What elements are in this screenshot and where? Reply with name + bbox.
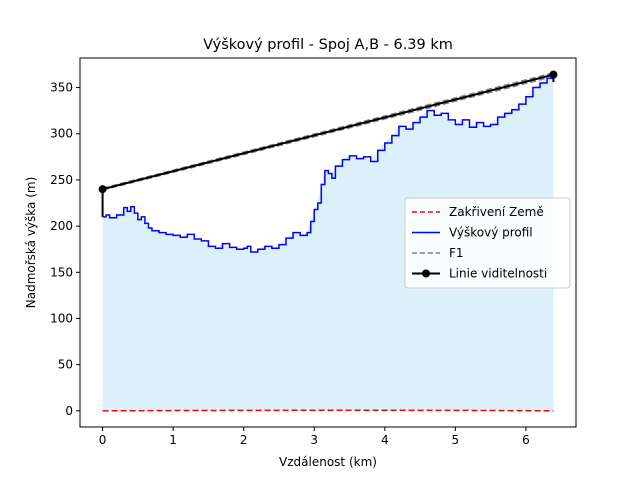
y-tick-label: 200	[50, 219, 73, 233]
fresnel-lower-line	[102, 75, 554, 191]
y-tick-label: 150	[50, 265, 73, 279]
fresnel-upper-line	[102, 72, 554, 189]
y-tick-label: 250	[50, 173, 73, 187]
x-axis-label: Vzdálenost (km)	[279, 455, 377, 469]
legend-label: Výškový profil	[449, 226, 533, 240]
terrain-fill-area	[102, 78, 554, 411]
y-tick-label: 100	[50, 311, 73, 325]
legend-box	[404, 197, 571, 289]
ticks-layer: 0 1 2 3 4 5 6 0 50 100 150 200 250 300 350	[50, 81, 530, 447]
x-tick-label: 4	[381, 433, 389, 447]
y-tick-label: 0	[65, 404, 73, 418]
los-marker-a	[98, 185, 107, 194]
los-marker-b	[549, 70, 558, 79]
y-axis-label: Nadmořská výška (m)	[24, 177, 38, 308]
line-of-sight	[102, 73, 554, 191]
legend-label: Linie viditelnosti	[449, 267, 547, 281]
x-tick-label: 2	[240, 433, 248, 447]
chart-title: Výškový profil - Spoj A,B - 6.39 km	[203, 37, 453, 53]
plot-layer	[98, 70, 558, 412]
x-tick-label: 6	[522, 433, 530, 447]
x-tick-label: 3	[310, 433, 318, 447]
legend-label: Zakřivení Země	[449, 205, 544, 219]
y-tick-label: 350	[50, 81, 73, 95]
x-tick-label: 5	[452, 433, 460, 447]
legend-marker	[422, 269, 430, 278]
legend: Zakřivení Země Výškový profil F1 Linie vidi…	[404, 197, 571, 289]
axes-frame	[79, 57, 577, 428]
x-tick-label: 1	[169, 433, 177, 447]
y-tick-label: 50	[58, 358, 73, 372]
earth-curvature-line	[102, 409, 554, 412]
elevation-profile-line	[102, 77, 555, 253]
y-tick-label: 300	[50, 127, 73, 141]
x-tick-label: 0	[99, 433, 107, 447]
legend-label: F1	[449, 246, 464, 260]
